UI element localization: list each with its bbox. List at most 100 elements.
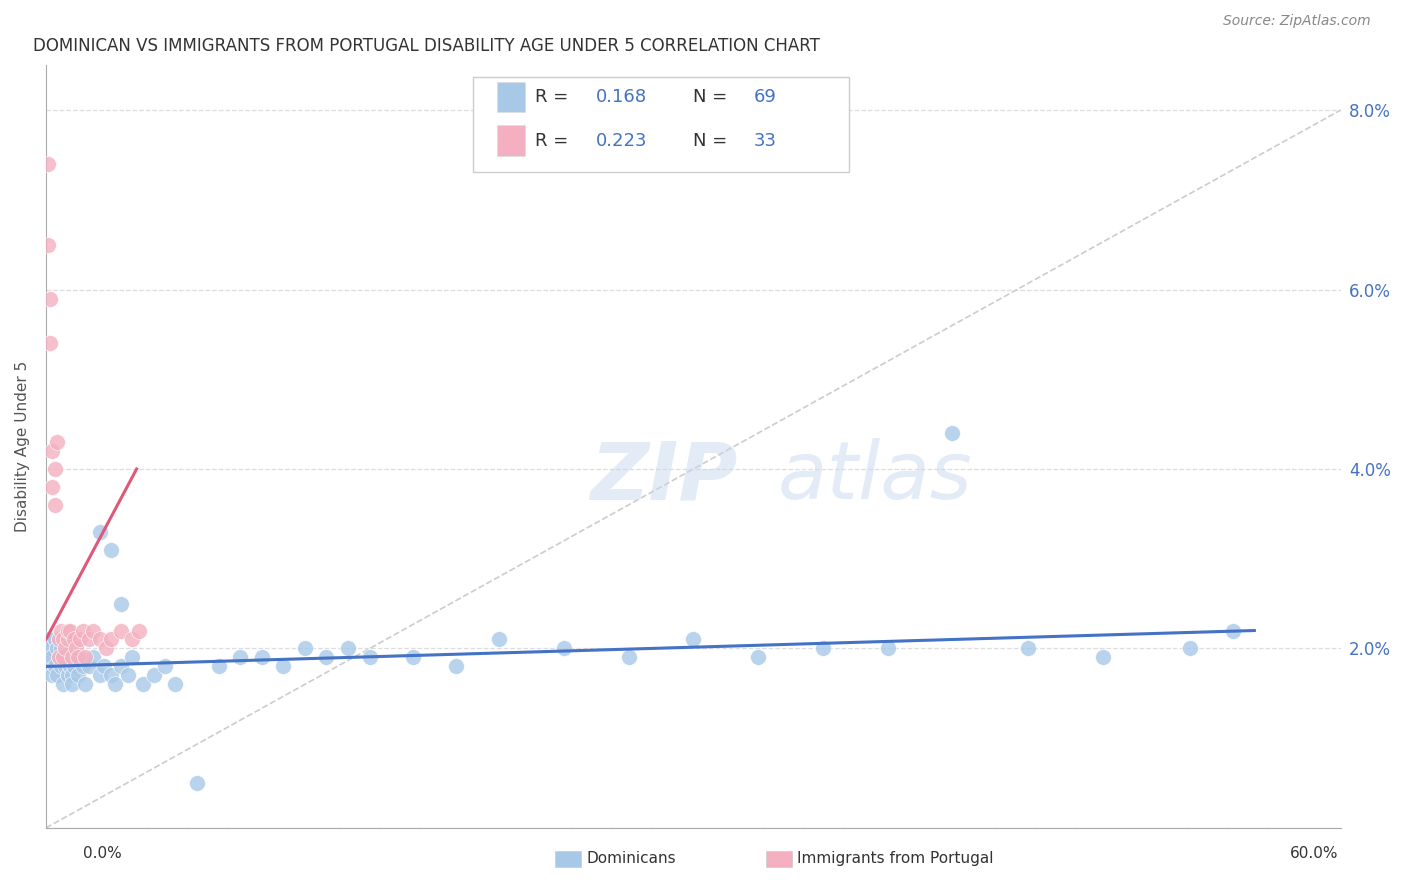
Point <box>110 659 132 673</box>
Point <box>1222 624 1244 638</box>
Point <box>52 650 75 665</box>
Point <box>73 650 96 665</box>
Text: 60.0%: 60.0% <box>1291 847 1339 861</box>
Point <box>72 624 94 638</box>
Point <box>747 650 769 665</box>
Text: N =: N = <box>693 87 734 106</box>
Point <box>49 659 72 673</box>
Point <box>65 650 87 665</box>
Point <box>63 659 86 673</box>
Point <box>402 650 425 665</box>
Point <box>59 641 82 656</box>
Point <box>48 632 70 647</box>
Point <box>229 650 252 665</box>
Point <box>39 336 62 351</box>
Point <box>45 435 67 450</box>
Point <box>39 659 62 673</box>
Point <box>876 641 898 656</box>
Point <box>37 157 59 171</box>
Point <box>60 650 83 665</box>
Bar <box>496 126 524 156</box>
Point <box>1017 641 1039 656</box>
Point <box>941 426 963 441</box>
Text: Immigrants from Portugal: Immigrants from Portugal <box>797 852 994 866</box>
Point <box>207 659 229 673</box>
Text: 0.168: 0.168 <box>596 87 647 106</box>
Point <box>44 632 66 647</box>
Point <box>48 650 70 665</box>
Point <box>682 632 704 647</box>
Point <box>89 632 111 647</box>
Text: R =: R = <box>536 132 575 150</box>
Point <box>63 632 86 647</box>
Point <box>153 659 176 673</box>
Point <box>52 632 75 647</box>
Point <box>121 632 143 647</box>
Point <box>49 641 72 656</box>
Point <box>100 632 122 647</box>
Point <box>811 641 834 656</box>
Point <box>553 641 575 656</box>
Point <box>49 624 72 638</box>
Point <box>1092 650 1115 665</box>
Point <box>45 668 67 682</box>
Point <box>104 677 127 691</box>
Text: 0.223: 0.223 <box>596 132 648 150</box>
Point <box>294 641 316 656</box>
Point <box>56 650 79 665</box>
Bar <box>496 81 524 112</box>
Point <box>488 632 510 647</box>
Text: N =: N = <box>693 132 734 150</box>
Point <box>617 650 640 665</box>
Point <box>142 668 165 682</box>
Text: atlas: atlas <box>778 438 972 516</box>
Point <box>82 624 104 638</box>
Point <box>165 677 187 691</box>
Point <box>48 650 70 665</box>
Point <box>110 624 132 638</box>
Text: Source: ZipAtlas.com: Source: ZipAtlas.com <box>1223 14 1371 28</box>
Point <box>96 641 118 656</box>
Point <box>67 668 90 682</box>
Point <box>132 677 155 691</box>
Text: R =: R = <box>536 87 575 106</box>
Point <box>73 677 96 691</box>
Point <box>55 641 77 656</box>
Point <box>44 659 66 673</box>
Text: Dominicans: Dominicans <box>586 852 676 866</box>
Point <box>69 650 91 665</box>
Point <box>273 659 295 673</box>
FancyBboxPatch shape <box>474 77 849 172</box>
Point <box>67 650 90 665</box>
Text: 69: 69 <box>754 87 778 106</box>
Point <box>60 668 83 682</box>
Point <box>55 641 77 656</box>
Point <box>315 650 337 665</box>
Point <box>52 677 75 691</box>
Point <box>41 650 63 665</box>
Point <box>93 659 115 673</box>
Text: 0.0%: 0.0% <box>83 847 122 861</box>
Point <box>41 480 63 494</box>
Point <box>69 632 91 647</box>
Point <box>89 668 111 682</box>
Point <box>41 444 63 458</box>
Point <box>56 632 79 647</box>
Point <box>77 632 100 647</box>
Point <box>44 498 66 512</box>
Point <box>77 659 100 673</box>
Y-axis label: Disability Age Under 5: Disability Age Under 5 <box>15 361 30 533</box>
Point <box>55 659 77 673</box>
Point <box>117 668 139 682</box>
Point <box>48 632 70 647</box>
Point <box>60 677 83 691</box>
Point <box>45 641 67 656</box>
Point <box>59 624 82 638</box>
Point <box>186 776 208 790</box>
Point <box>37 632 59 647</box>
Point <box>52 650 75 665</box>
Point <box>121 650 143 665</box>
Point <box>37 237 59 252</box>
Text: 33: 33 <box>754 132 778 150</box>
Point <box>56 668 79 682</box>
